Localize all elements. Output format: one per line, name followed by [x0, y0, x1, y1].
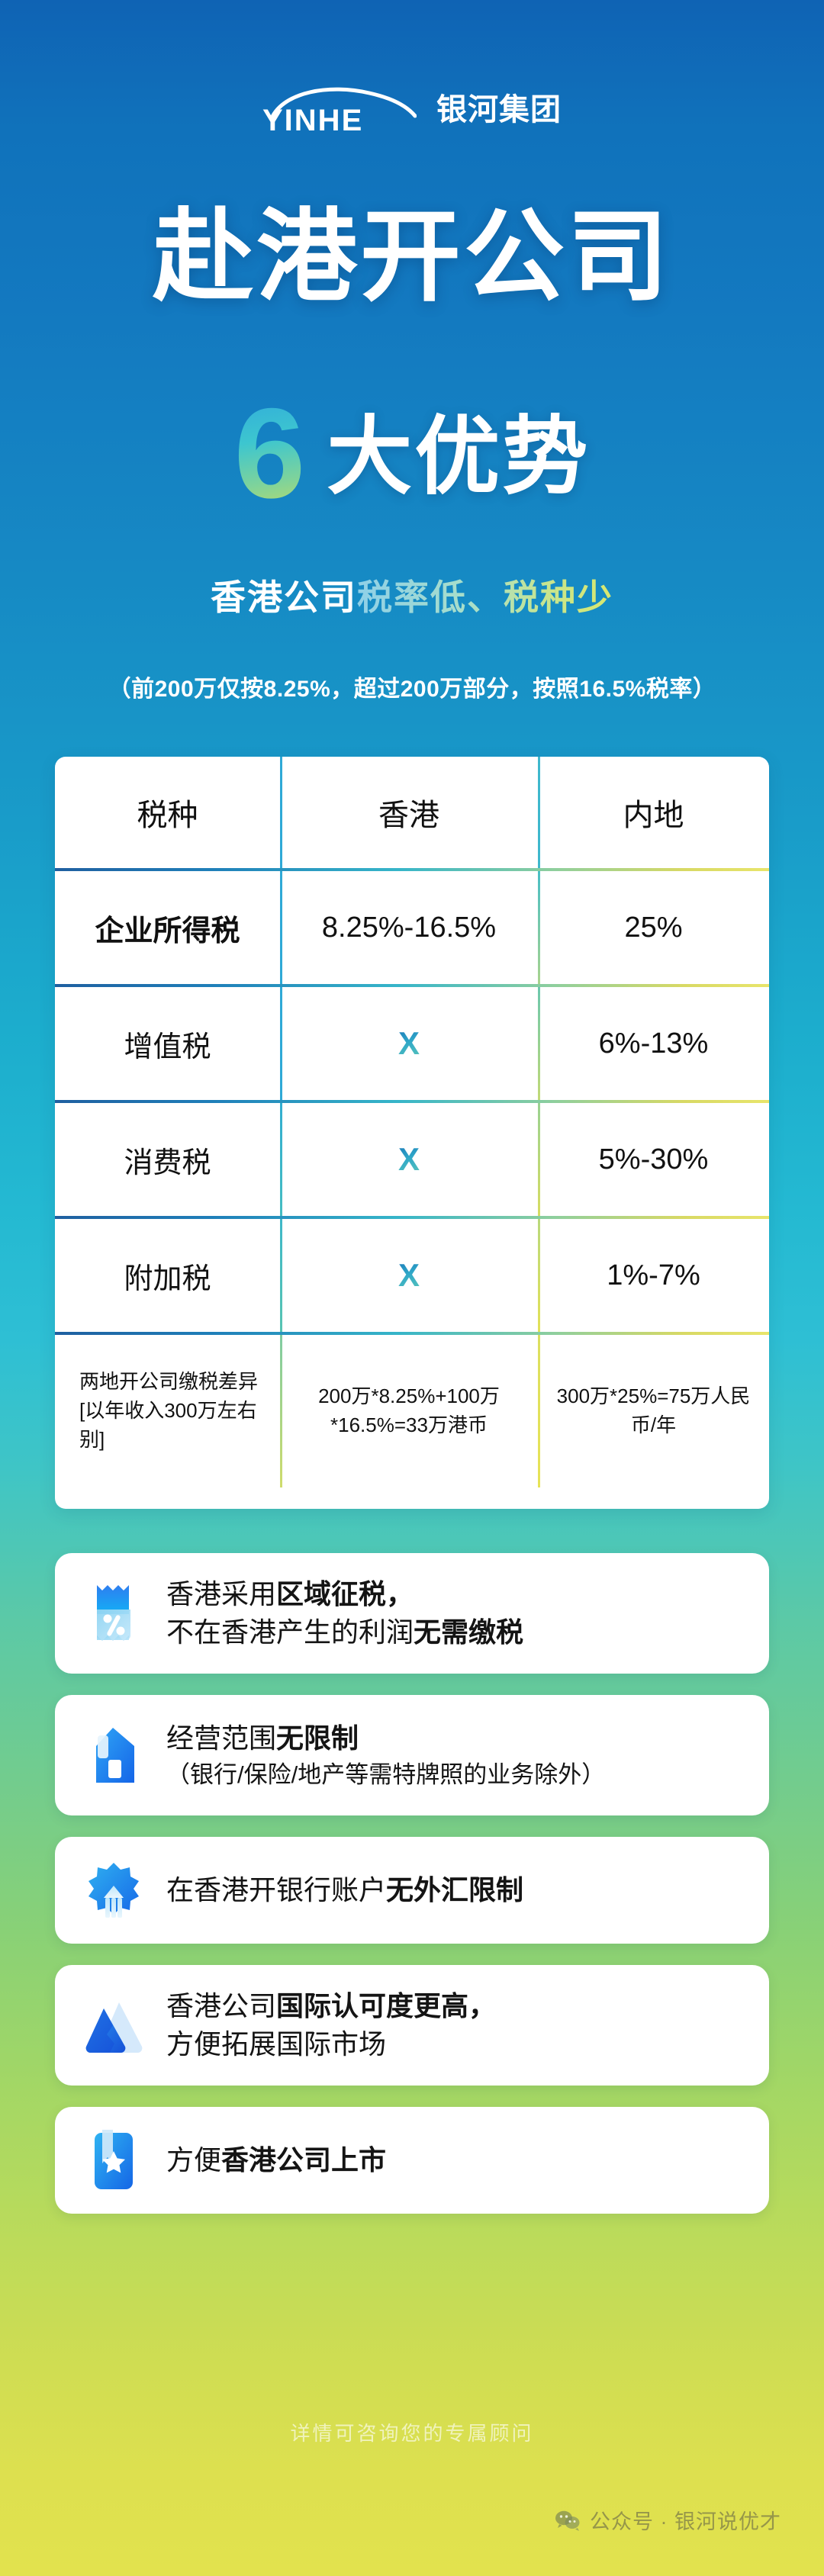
tagline-plain: 香港公司	[211, 577, 357, 617]
tagline: 香港公司税率低、税种少	[0, 580, 824, 615]
column-divider	[538, 987, 540, 1100]
feature-line1-bold: 区域征税，	[276, 1577, 414, 1610]
mainland-rate-cell: 6%-13%	[598, 1027, 709, 1060]
feature-line1-plain: 经营范围	[166, 1722, 277, 1754]
feature-line1-plain: 香港公司	[166, 1989, 277, 2021]
feature-card-text: 香港采用区域征税， 不在香港产生的利润无需缴税	[166, 1575, 523, 1652]
tax-type-cell: 增值税	[124, 1031, 211, 1063]
feature-card-business-scope[interactable]: 经营范围无限制 （银行/保险/地产等需特牌照的业务除外）	[55, 1695, 769, 1815]
feature-line1-plain: 香港采用	[166, 1577, 277, 1610]
tax-type-cell: 消费税	[124, 1146, 211, 1179]
feature-line1-plain: 在香港开银行账户	[166, 1873, 387, 1905]
feature-card-international[interactable]: 香港公司国际认可度更高， 方便拓展国际市场	[55, 1965, 769, 2086]
column-divider	[538, 1335, 540, 1487]
footer-account-name: 公众号 · 银河说优才	[590, 2510, 781, 2533]
tagline-note: （前200万仅按8.25%，超过200万部分，按照16.5%税率）	[108, 677, 716, 702]
table-header-cell: 税种	[137, 799, 198, 832]
bookmark-star-icon	[81, 2128, 146, 2192]
arc-logo-icon	[270, 87, 417, 119]
gear-bank-icon	[81, 1860, 146, 1921]
brand-logo: YINHE 银河集团	[0, 85, 824, 136]
tax-comparison-table: 税种 香港 内地 企业所得税 8.25%-16.5% 25% 增值税 X 6%-…	[55, 757, 769, 1509]
column-divider	[280, 1335, 282, 1487]
summary-hk-value: 200万*8.25%+100万*16.5%=33万港币	[318, 1384, 500, 1436]
feature-line2-plain: 方便拓展国际市场	[166, 2028, 387, 2060]
feature-line1-bold: 无限制	[276, 1722, 359, 1754]
column-divider	[280, 757, 282, 868]
table-row: 消费税 X 5%-30%	[55, 1103, 769, 1216]
column-divider	[538, 1219, 540, 1332]
feature-note: （银行/保险/地产等需特牌照的业务除外）	[166, 1761, 606, 1788]
summary-cn-value: 300万*25%=75万人民币/年	[556, 1384, 751, 1436]
column-divider	[280, 1103, 282, 1216]
hk-rate-cell: X	[398, 1025, 420, 1061]
feature-line2-plain: 不在香港产生的利润	[166, 1616, 414, 1648]
feature-line2-bold: 无需缴税	[414, 1616, 524, 1648]
row-divider	[55, 1216, 769, 1219]
column-divider	[538, 1103, 540, 1216]
table-row: 附加税 X 1%-7%	[55, 1219, 769, 1332]
feature-card-text: 香港公司国际认可度更高， 方便拓展国际市场	[166, 1987, 496, 2064]
feature-card-listing[interactable]: 方便香港公司上市	[55, 2107, 769, 2214]
table-row: 企业所得税 8.25%-16.5% 25%	[55, 871, 769, 984]
wechat-icon	[555, 2510, 580, 2531]
feature-card-forex[interactable]: 在香港开银行账户无外汇限制	[55, 1837, 769, 1944]
mainland-rate-cell: 25%	[624, 911, 683, 944]
advantage-count: 6	[233, 381, 306, 525]
table-header-row: 税种 香港 内地	[55, 757, 769, 868]
logo-mark: YINHE	[262, 85, 424, 136]
mainland-rate-cell: 5%-30%	[598, 1143, 709, 1175]
receipt-percent-icon	[81, 1581, 146, 1646]
feature-line1-bold: 香港公司上市	[221, 2143, 387, 2176]
column-divider	[280, 1219, 282, 1332]
logo-chinese-text: 银河集团	[436, 93, 562, 127]
feature-line1-bold: 国际认可度更高，	[276, 1989, 497, 2021]
page-title: 赴港开公司	[153, 201, 671, 313]
row-divider	[55, 868, 769, 871]
feature-card-text: 经营范围无限制 （银行/保险/地产等需特牌照的业务除外）	[166, 1719, 605, 1791]
logo-latin-text: YINHE	[262, 104, 364, 137]
advantage-count-suffix: 大优势	[327, 409, 591, 504]
feature-line1-plain: 方便	[166, 2143, 222, 2176]
table-header-cell: 香港	[378, 799, 439, 832]
row-divider	[55, 1100, 769, 1103]
subtitle-row: 6 大优势	[0, 389, 824, 525]
footer-wechat-account: 公众号 · 银河说优才	[555, 2505, 781, 2535]
hk-rate-cell: X	[398, 1257, 420, 1293]
column-divider	[538, 757, 540, 868]
tagline-accent: 税率低、税种少	[357, 577, 613, 617]
feature-line1-bold: 无外汇限制	[386, 1873, 524, 1905]
table-row: 增值税 X 6%-13%	[55, 987, 769, 1100]
row-divider	[55, 1332, 769, 1335]
feature-card-text: 在香港开银行账户无外汇限制	[166, 1871, 523, 1909]
column-divider	[280, 871, 282, 984]
mainland-rate-cell: 1%-7%	[607, 1259, 700, 1291]
table-header-cell: 内地	[623, 799, 684, 832]
table-summary-row: 两地开公司缴税差异[以年收入300万左右别] 200万*8.25%+100万*1…	[55, 1335, 769, 1487]
feature-card-regional-tax[interactable]: 香港采用区域征税， 不在香港产生的利润无需缴税	[55, 1553, 769, 1674]
column-divider	[538, 871, 540, 984]
hk-rate-cell: 8.25%-16.5%	[321, 911, 497, 944]
feature-card-text: 方便香港公司上市	[166, 2141, 386, 2179]
footer-note: 详情可咨询您的专属顾问	[290, 2422, 534, 2445]
column-divider	[280, 987, 282, 1100]
building-house-icon	[81, 1723, 146, 1787]
row-divider	[55, 984, 769, 987]
summary-label: 两地开公司缴税差异[以年收入300万左右别]	[79, 1370, 259, 1451]
tax-type-cell: 附加税	[124, 1262, 211, 1295]
mountain-peak-icon	[81, 1996, 146, 2054]
tax-type-cell: 企业所得税	[95, 915, 240, 947]
hk-rate-cell: X	[398, 1141, 420, 1177]
